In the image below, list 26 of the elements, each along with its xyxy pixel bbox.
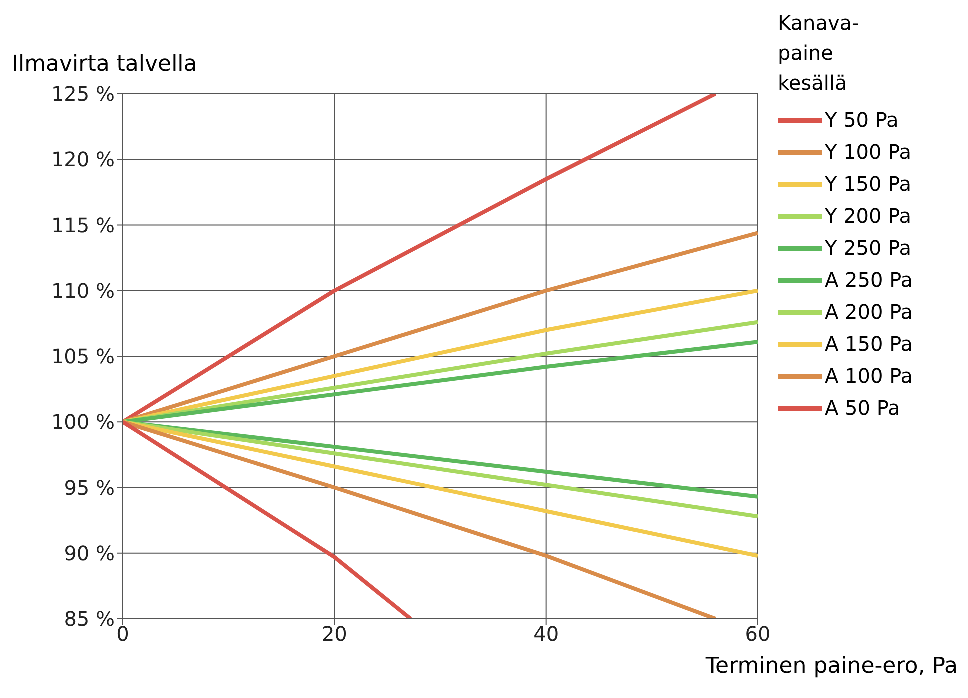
x-tick-label: 0 [116, 622, 130, 646]
legend-label: Y 200 Pa [825, 204, 912, 228]
y-tick-label: 120 % [51, 148, 115, 172]
y-tick-label: 100 % [51, 410, 115, 434]
legend-label: A 50 Pa [825, 396, 900, 420]
legend-label: Y 250 Pa [825, 236, 912, 260]
legend-label: A 150 Pa [825, 332, 913, 356]
legend-label: A 200 Pa [825, 300, 913, 324]
legend-label: Y 100 Pa [825, 140, 912, 164]
legend-label: Y 50 Pa [825, 108, 899, 132]
x-tick-label: 20 [322, 622, 348, 646]
y-tick-label: 125 % [51, 82, 115, 106]
legend-label: Y 150 Pa [825, 172, 912, 196]
y-axis-title: Ilmavirta talvella [12, 52, 198, 77]
y-tick-label: 110 % [51, 278, 115, 303]
legend-label: A 250 Pa [825, 268, 913, 292]
legend-label: A 100 Pa [825, 364, 913, 388]
y-tick-label: 115 % [51, 213, 115, 238]
y-tick-label: 90 % [64, 541, 115, 566]
y-tick-label: 95 % [64, 476, 115, 500]
y-tick-label: 85 % [64, 607, 115, 632]
x-tick-label: 40 [534, 622, 560, 646]
x-tick-label: 60 [745, 622, 771, 646]
legend-title: Kanava-paine kesällä [778, 10, 860, 97]
y-tick-label: 105 % [51, 344, 115, 369]
x-axis-title: Terminen paine-ero, Pa [706, 654, 958, 679]
